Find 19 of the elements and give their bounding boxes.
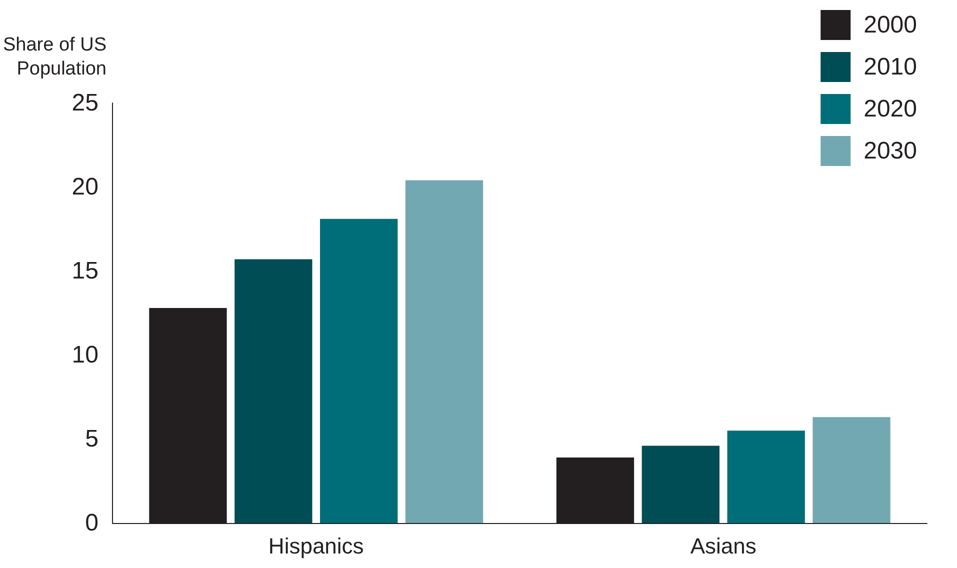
y-tick-label: 10 — [72, 342, 98, 368]
bar — [727, 430, 805, 523]
bar — [320, 218, 398, 523]
x-tick-label: Hispanics — [268, 534, 364, 558]
bar — [642, 446, 720, 523]
y-tick-label: 20 — [72, 174, 98, 200]
legend-label: 2020 — [864, 96, 917, 122]
y-tick-label: 15 — [72, 258, 98, 284]
y-tick-label: 25 — [72, 90, 98, 116]
legend-label: 2000 — [864, 12, 917, 38]
legend-label: 2010 — [864, 54, 917, 80]
y-axis-title: Share of US Population — [3, 34, 106, 80]
y-tick-label: 0 — [85, 510, 98, 536]
y-tick-label: 5 — [85, 426, 98, 452]
legend-label: 2030 — [864, 138, 917, 164]
bar — [812, 417, 890, 523]
x-tick-label: Asians — [690, 534, 756, 558]
bar — [405, 180, 484, 523]
bar — [234, 259, 312, 523]
